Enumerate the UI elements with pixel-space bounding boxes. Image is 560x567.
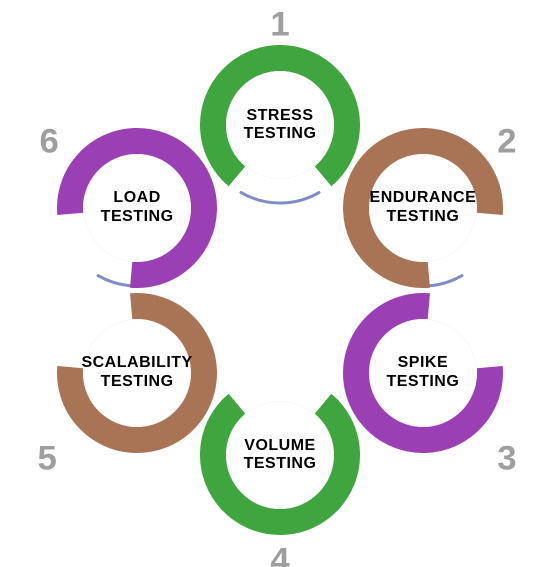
- ring-inner: SCALABILITY TESTING: [83, 319, 191, 427]
- ring-inner: ENDURANCE TESTING: [369, 154, 477, 262]
- node-number: 3: [497, 439, 516, 478]
- ring-node-2: ENDURANCE TESTING: [343, 128, 503, 288]
- node-number: 1: [270, 6, 289, 45]
- node-label: SPIKE TESTING: [386, 354, 459, 391]
- node-label: SCALABILITY TESTING: [81, 354, 192, 391]
- ring-inner: LOAD TESTING: [83, 154, 191, 262]
- node-label: LOAD TESTING: [101, 189, 174, 226]
- ring-inner: SPIKE TESTING: [369, 319, 477, 427]
- node-label: ENDURANCE TESTING: [370, 189, 477, 226]
- ring-arc: ENDURANCE TESTING: [343, 128, 503, 288]
- ring-arc: VOLUME TESTING: [200, 375, 360, 535]
- ring-node-5: SCALABILITY TESTING: [57, 293, 217, 453]
- node-number: 6: [39, 122, 58, 161]
- testing-types-diagram: STRESS TESTING 1 ENDURANCE TESTING 2 SPIKE T…: [0, 0, 560, 567]
- ring-node-3: SPIKE TESTING: [343, 293, 503, 453]
- ring-arc: LOAD TESTING: [57, 128, 217, 288]
- ring-arc: SCALABILITY TESTING: [57, 293, 217, 453]
- ring-node-1: STRESS TESTING: [200, 45, 360, 205]
- ring-node-4: VOLUME TESTING: [200, 375, 360, 535]
- node-number: 4: [270, 542, 289, 567]
- ring-inner: STRESS TESTING: [226, 71, 334, 179]
- node-label: STRESS TESTING: [244, 107, 317, 144]
- ring-node-6: LOAD TESTING: [57, 128, 217, 288]
- node-label: VOLUME TESTING: [244, 437, 317, 474]
- node-number: 5: [37, 439, 56, 478]
- ring-arc: STRESS TESTING: [200, 45, 360, 205]
- node-number: 2: [497, 122, 516, 161]
- ring-arc: SPIKE TESTING: [343, 293, 503, 453]
- ring-inner: VOLUME TESTING: [226, 401, 334, 509]
